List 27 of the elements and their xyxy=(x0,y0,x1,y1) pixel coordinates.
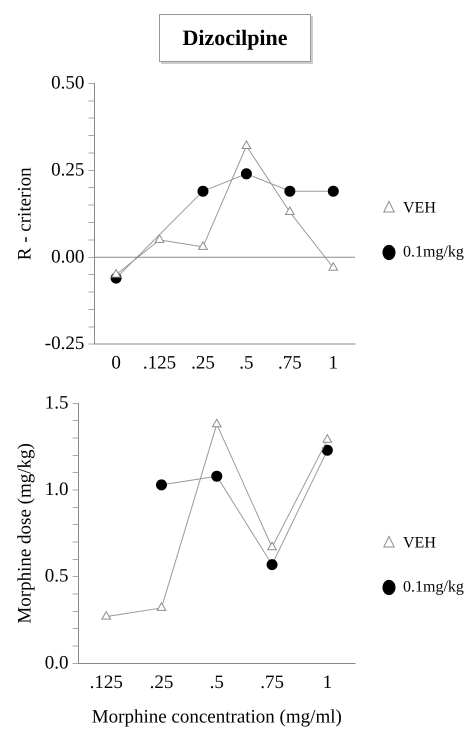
y-tick-label: 0.00 xyxy=(51,246,84,268)
x-tick-label: .5 xyxy=(210,672,224,693)
y-tick-label: 1.5 xyxy=(44,392,69,414)
legend-label: 0.1mg/kg xyxy=(403,244,464,261)
y-tick-label: -0.25 xyxy=(44,333,84,354)
x-tick-label: .25 xyxy=(191,352,215,374)
x-tick-label: 1 xyxy=(322,672,332,693)
chart-title: Dizocilpine xyxy=(159,14,311,62)
y-tick-label: 0.25 xyxy=(51,159,84,180)
legend-label: VEH xyxy=(403,200,436,217)
y-axis-title: Morphine dose (mg/kg) xyxy=(14,443,36,624)
y-tick-label: 0.5 xyxy=(44,566,69,587)
x-tick-label: .25 xyxy=(150,672,174,693)
x-tick-label: .75 xyxy=(260,672,284,693)
y-tick-label: 1.0 xyxy=(44,479,69,500)
legend-label: 0.1mg/kg xyxy=(403,578,464,596)
x-tick-label: 0 xyxy=(111,352,121,374)
x-tick-label: .5 xyxy=(239,352,254,374)
y-tick-label: 0.0 xyxy=(44,652,69,674)
x-axis-title: Morphine concentration (mg/ml) xyxy=(92,706,342,728)
x-tick-label: 1 xyxy=(328,352,338,374)
x-tick-label: .125 xyxy=(90,672,123,693)
legend-label: VEH xyxy=(403,534,436,552)
y-axis-title: R - criterion xyxy=(14,166,36,260)
x-tick-label: .75 xyxy=(278,352,302,374)
x-tick-label: .125 xyxy=(142,352,176,374)
y-tick-label: 0.50 xyxy=(51,72,84,94)
